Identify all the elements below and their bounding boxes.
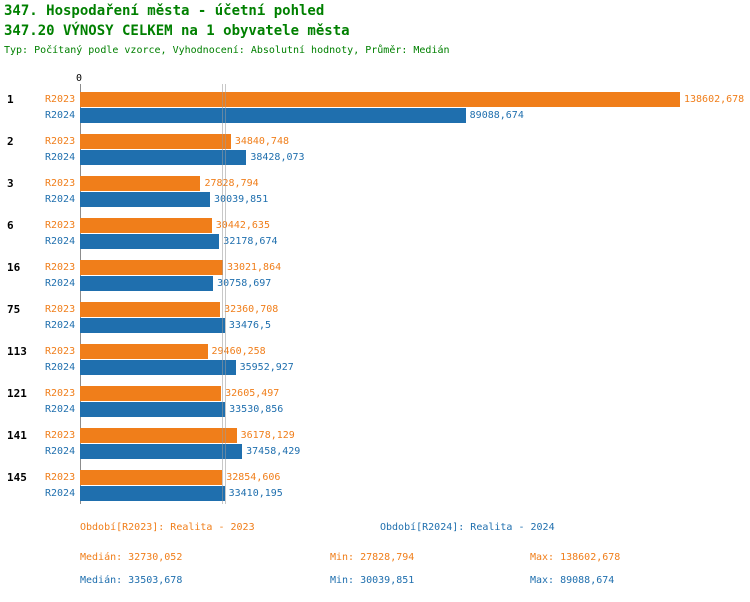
series-label-r2024: R2024 <box>45 320 76 331</box>
value-label-r2024-row-141: 37458,429 <box>246 446 301 457</box>
value-label-r2024-row-113: 35952,927 <box>239 362 294 373</box>
bar-r2023-row-145 <box>80 470 223 485</box>
value-label-r2024-row-75: 33476,5 <box>228 320 272 331</box>
bar-r2023-row-2 <box>80 134 231 149</box>
value-label-r2023-row-1: 138602,678 <box>684 94 745 105</box>
page-title: 347. Hospodaření města - účetní pohled <box>4 3 325 19</box>
value-label-r2023-row-75: 32360,708 <box>224 304 279 315</box>
bar-r2024-row-145 <box>80 486 225 501</box>
value-label-r2024-row-2: 38428,073 <box>250 152 305 163</box>
bar-r2023-row-141 <box>80 428 237 443</box>
bar-r2024-row-121 <box>80 402 226 417</box>
row-label-141: 141 <box>7 429 27 442</box>
row-label-16: 16 <box>7 261 21 274</box>
row-label-6: 6 <box>7 219 14 232</box>
series-label-r2023: R2023 <box>45 94 76 105</box>
bar-r2023-row-6 <box>80 218 212 233</box>
bar-r2023-row-16 <box>80 260 223 275</box>
bar-r2023-row-113 <box>80 344 208 359</box>
bar-r2024-row-141 <box>80 444 243 459</box>
stat-min-r2024: Min: 30039,851 <box>330 575 415 586</box>
stat-median-r2024: Medián: 33503,678 <box>80 575 183 586</box>
value-label-r2023-row-145: 32854,606 <box>226 472 281 483</box>
row-label-75: 75 <box>7 303 21 316</box>
value-label-r2024-row-16: 30758,697 <box>217 278 272 289</box>
series-label-r2024: R2024 <box>45 152 76 163</box>
bar-chart: 0 1 R2023 138602,678 R2024 89088,674 2 R2023 34… <box>0 73 750 504</box>
series-label-r2023: R2023 <box>45 178 76 189</box>
stat-min-r2023: Min: 27828,794 <box>330 552 415 563</box>
chart-settings-text: Typ: Počítaný podle vzorce, Vyhodnocení:… <box>4 45 450 56</box>
bar-r2024-row-3 <box>80 192 211 207</box>
bar-r2023-row-121 <box>80 386 222 401</box>
value-label-r2023-row-113: 29460,258 <box>211 346 266 357</box>
median-line-r2023 <box>221 84 223 504</box>
series-label-r2023: R2023 <box>45 472 76 483</box>
series-label-r2024: R2024 <box>45 362 76 373</box>
stat-max-r2024: Max: 89088,674 <box>530 575 615 586</box>
series-label-r2024: R2024 <box>45 404 76 415</box>
bar-r2024-row-113 <box>80 360 236 375</box>
series-label-r2024: R2024 <box>45 194 76 205</box>
legend-r2023: Období[R2023]: Realita - 2023 <box>80 522 255 533</box>
value-label-r2024-row-145: 33410,195 <box>228 488 283 499</box>
series-label-r2023: R2023 <box>45 220 76 231</box>
row-label-2: 2 <box>7 135 14 148</box>
value-label-r2023-row-6: 30442,635 <box>215 220 270 231</box>
value-label-r2023-row-2: 34840,748 <box>234 136 289 147</box>
bar-r2024-row-16 <box>80 276 214 291</box>
y-axis-line <box>80 84 81 504</box>
series-label-r2023: R2023 <box>45 388 76 399</box>
value-label-r2023-row-16: 33021,864 <box>226 262 282 273</box>
series-label-r2024: R2024 <box>45 488 76 499</box>
series-label-r2024: R2024 <box>45 110 76 121</box>
row-label-121: 121 <box>7 387 27 400</box>
value-label-r2023-row-3: 27828,794 <box>204 178 259 189</box>
median-line-r2024 <box>225 84 227 504</box>
series-label-r2024: R2024 <box>45 446 76 457</box>
series-label-r2023: R2023 <box>45 304 76 315</box>
series-label-r2023: R2023 <box>45 346 76 357</box>
value-label-r2024-row-1: 89088,674 <box>469 110 524 121</box>
row-label-145: 145 <box>7 471 27 484</box>
bar-r2024-row-75 <box>80 318 225 333</box>
value-label-r2024-row-3: 30039,851 <box>214 194 269 205</box>
x-axis-zero-label: 0 <box>75 73 83 84</box>
row-label-113: 113 <box>7 345 27 358</box>
page-subtitle: 347.20 VÝNOSY CELKEM na 1 obyvatele měst… <box>4 23 350 39</box>
row-label-1: 1 <box>7 93 14 106</box>
bar-r2023-row-75 <box>80 302 221 317</box>
series-label-r2023: R2023 <box>45 430 76 441</box>
value-label-r2024-row-121: 33530,856 <box>229 404 284 415</box>
bar-r2024-row-6 <box>80 234 220 249</box>
bar-r2023-row-3 <box>80 176 201 191</box>
stat-max-r2023: Max: 138602,678 <box>530 552 621 563</box>
legend-r2024: Období[R2024]: Realita - 2024 <box>380 522 555 533</box>
row-label-3: 3 <box>7 177 14 190</box>
value-label-r2023-row-121: 32605,497 <box>225 388 280 399</box>
series-label-r2023: R2023 <box>45 262 76 273</box>
series-label-r2023: R2023 <box>45 136 76 147</box>
value-label-r2024-row-6: 32178,674 <box>223 236 278 247</box>
value-label-r2023-row-141: 36178,129 <box>240 430 295 441</box>
bar-r2024-row-1 <box>80 108 466 123</box>
series-label-r2024: R2024 <box>45 278 76 289</box>
stat-median-r2023: Medián: 32730,052 <box>80 552 183 563</box>
series-label-r2024: R2024 <box>45 236 76 247</box>
bar-r2024-row-2 <box>80 150 247 165</box>
bar-r2023-row-1 <box>80 92 680 107</box>
